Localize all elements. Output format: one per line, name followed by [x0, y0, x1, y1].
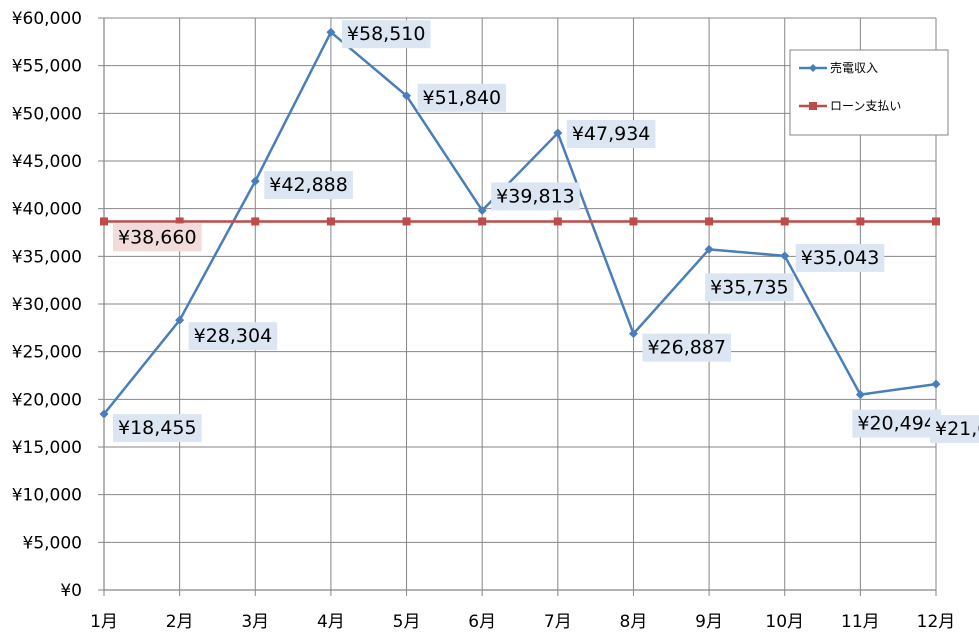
y-tick-label: ¥45,000 — [12, 152, 82, 172]
x-tick-label: 8月 — [620, 612, 648, 632]
data-point-square — [251, 217, 260, 226]
data-point-diamond — [477, 205, 487, 215]
y-tick-label: ¥25,000 — [12, 343, 82, 363]
data-point-diamond — [326, 27, 336, 37]
data-point-square — [705, 217, 714, 226]
y-tick-label: ¥40,000 — [12, 200, 82, 220]
data-label-bg — [417, 83, 507, 112]
data-point-diamond — [628, 329, 638, 339]
x-tick-label: 6月 — [468, 612, 496, 632]
data-label-bg — [113, 414, 202, 443]
y-tick-label: ¥10,000 — [12, 486, 82, 506]
data-label: ¥51,840 — [423, 87, 502, 109]
data-label-bg — [566, 120, 656, 149]
data-label: ¥35,043 — [801, 247, 880, 269]
data-point-square — [326, 217, 335, 226]
series-layer — [99, 27, 941, 419]
data-point-square — [100, 217, 108, 226]
data-point-diamond — [99, 409, 109, 419]
data-label: ¥58,510 — [347, 23, 426, 45]
y-tick-label: ¥30,000 — [12, 295, 82, 315]
x-tick-label: 12月 — [917, 612, 956, 632]
x-tick-label: 2月 — [166, 612, 194, 632]
x-tick-label: 4月 — [317, 612, 345, 632]
x-tick-label: 7月 — [544, 612, 572, 632]
data-label: ¥47,934 — [572, 123, 651, 145]
y-tick-label: ¥15,000 — [12, 438, 82, 458]
data-point-diamond — [553, 128, 563, 138]
data-label: ¥28,304 — [194, 325, 273, 347]
data-point-square — [780, 217, 789, 226]
data-point-diamond — [175, 315, 185, 325]
data-point-diamond — [250, 176, 260, 186]
data-point-diamond — [704, 244, 714, 254]
x-tick-label: 10月 — [765, 612, 804, 632]
x-tick-label: 5月 — [393, 612, 421, 632]
y-tick-label: ¥20,000 — [12, 390, 82, 410]
data-point-square — [402, 217, 411, 226]
data-point-square — [932, 217, 940, 226]
x-tick-label: 1月 — [90, 612, 118, 632]
data-label: ¥42,888 — [269, 174, 348, 196]
data-point-square — [629, 217, 638, 226]
data-label-bg — [491, 182, 580, 211]
y-tick-label: ¥35,000 — [12, 247, 82, 267]
data-label-bg — [795, 243, 885, 272]
legend-box — [789, 49, 949, 136]
y-axis-ticks: ¥0 ¥5,000 ¥10,000 ¥15,000 ¥20,000 ¥25,000 ¥30,… — [12, 9, 82, 601]
data-label: ¥20,494 — [857, 413, 936, 435]
data-point-square — [553, 217, 562, 226]
y-tick-label: ¥5,000 — [23, 533, 82, 553]
data-point-diamond — [931, 379, 941, 389]
data-label-bg — [852, 409, 941, 438]
legend-marker-square — [809, 102, 817, 110]
data-label-bg — [642, 333, 732, 362]
data-point-square — [856, 217, 865, 226]
data-label: ¥18,455 — [118, 417, 197, 439]
data-point-square — [478, 217, 487, 226]
data-point-diamond — [402, 91, 412, 101]
x-tick-label: 3月 — [241, 612, 269, 632]
legend-label-1: 売電収入 — [830, 60, 878, 75]
data-point-diamond — [855, 390, 865, 400]
legend-marker-diamond — [809, 64, 817, 72]
data-labels: ¥18,455 ¥28,304 ¥42,888 ¥58,510 ¥51,840 ¥39,8… — [113, 20, 979, 444]
x-tick-label: 9月 — [695, 612, 723, 632]
x-axis-ticks: 1月 2月 3月 4月 5月 6月 7月 8月 9月 10月 11月 12月 — [90, 612, 955, 632]
data-label: ¥35,735 — [710, 276, 789, 298]
data-label-bg — [930, 415, 979, 444]
data-label-bg — [113, 223, 202, 252]
y-tick-label: ¥60,000 — [12, 9, 82, 29]
data-label: ¥38,660 — [118, 226, 197, 248]
data-label: ¥39,813 — [496, 185, 575, 207]
data-label-bg — [188, 322, 278, 351]
y-tick-label: ¥55,000 — [12, 57, 82, 77]
data-point-diamond — [780, 251, 790, 261]
data-point-square — [175, 217, 184, 226]
x-tick-label: 11月 — [841, 612, 880, 632]
data-label-bg — [264, 171, 353, 200]
data-label: ¥21,600 — [935, 418, 979, 440]
data-label-bg — [341, 20, 431, 49]
data-label-bg — [705, 273, 794, 302]
series-line-1 — [103, 30, 937, 415]
y-tick-label: ¥50,000 — [12, 104, 82, 124]
y-tick-label: ¥0 — [60, 581, 82, 601]
data-label: ¥26,887 — [647, 337, 726, 359]
legend-label-2: ローン支払い — [830, 99, 901, 113]
